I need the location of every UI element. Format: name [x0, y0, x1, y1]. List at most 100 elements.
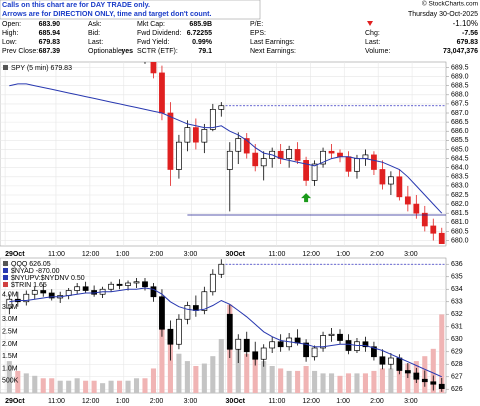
- y-tick-label: 687.0: [451, 110, 469, 117]
- quote-value: 679.83: [39, 39, 61, 46]
- volume-bar: [252, 356, 258, 393]
- y-tick-label: 685.0: [451, 146, 469, 153]
- quote-value: 0.99%: [192, 39, 213, 46]
- candle-body: [192, 127, 199, 143]
- volume-tick-label: 2.5M: [2, 328, 18, 335]
- candle-body: [396, 176, 403, 198]
- candle-body: [243, 338, 250, 353]
- candle-body: [345, 156, 352, 172]
- candle-body: [328, 333, 335, 336]
- volume-bar: [430, 348, 436, 393]
- x-tick-label: 3:00: [184, 398, 198, 405]
- candle-body: [345, 340, 352, 351]
- x-tick-label: 12:00: [82, 398, 100, 405]
- volume-bar: [320, 373, 326, 393]
- volume-bar: [167, 334, 173, 393]
- x-tick-label: 11:00: [48, 251, 65, 258]
- candle-body: [311, 163, 318, 181]
- quote-label: Mkt Cap:: [137, 21, 165, 28]
- candle-body: [133, 281, 140, 284]
- candle-body: [32, 40, 37, 44]
- volume-tick-label: 1.0M: [2, 365, 18, 372]
- legend-label: $NYAD -870.00: [11, 268, 60, 275]
- note-text: Calls on this chart are for DAY TRADE on…: [2, 0, 150, 9]
- x-tick-label: 1:00: [116, 251, 130, 258]
- candle-body: [387, 357, 394, 365]
- x-tick-label: 29Oct: [5, 251, 25, 258]
- x-tick-label: 11:00: [48, 398, 65, 405]
- y-tick-label: 635: [451, 274, 463, 281]
- quote-value: 683.90: [39, 21, 61, 28]
- y-tick-label: 682.5: [451, 192, 469, 199]
- quote-value: 685.94: [39, 30, 61, 37]
- y-tick-label: 628: [451, 361, 463, 368]
- y-tick-label: 634: [451, 286, 463, 293]
- y-tick-label: 684.5: [451, 155, 469, 162]
- candle-body: [387, 176, 394, 185]
- candle-body: [413, 372, 420, 380]
- x-tick-label: 2:00: [370, 251, 384, 258]
- y-tick-label: 688.5: [451, 83, 469, 90]
- candle-body: [354, 341, 360, 351]
- volume-bar: [295, 370, 301, 393]
- quote-label: Last:: [88, 39, 103, 46]
- volume-bar: [396, 366, 402, 393]
- candle-body: [142, 281, 148, 288]
- x-tick-label: 3:00: [404, 251, 418, 258]
- date: Thursday 30-Oct-2025: [408, 11, 478, 18]
- quote-label: EPS:: [250, 30, 266, 37]
- candle-body: [82, 286, 89, 291]
- candle-body: [438, 232, 445, 244]
- legend-icon: [3, 65, 8, 70]
- y-tick-label: 636: [451, 261, 463, 268]
- down-icon: [367, 21, 373, 26]
- volume-tick-label: 3.5M: [2, 304, 18, 311]
- quote-label: Last Earnings:: [250, 39, 295, 46]
- candle-body: [320, 150, 326, 165]
- candle-body: [48, 292, 55, 299]
- volume-bar: [117, 380, 123, 393]
- candle-body: [150, 286, 157, 298]
- moving-average: [9, 287, 443, 378]
- candle-body: [66, 47, 71, 49]
- volume-tick-label: 1.5M: [2, 353, 18, 360]
- candle-body: [159, 296, 165, 330]
- candle-body: [235, 338, 242, 350]
- volume-bar: [244, 353, 250, 393]
- candle-body: [379, 356, 386, 365]
- candle-body: [430, 381, 437, 385]
- candle-body: [74, 286, 81, 291]
- candle-body: [260, 347, 267, 360]
- legend-label: SPY (5 min) 679.83: [11, 65, 72, 72]
- y-tick-label: 630: [451, 336, 463, 343]
- candle-body: [75, 44, 80, 48]
- x-tick-label: 2:00: [370, 398, 384, 405]
- x-tick-label: 12:00: [302, 251, 320, 258]
- candle-body: [337, 333, 343, 341]
- volume-bar: [312, 370, 318, 393]
- y-tick-label: 680.0: [451, 237, 469, 244]
- candle-body: [201, 129, 208, 143]
- direction-arrow: [301, 193, 312, 203]
- candle-body: [142, 57, 147, 59]
- legend-icon: [3, 261, 8, 266]
- volume-bar: [388, 368, 394, 393]
- volume-bar: [278, 368, 284, 393]
- volume-bar: [142, 378, 148, 393]
- candle-body: [167, 112, 174, 170]
- candle-body: [379, 169, 386, 185]
- volume-bar: [100, 383, 106, 393]
- copyright: © StockCharts.com: [422, 0, 478, 8]
- candle-body: [184, 305, 191, 320]
- volume-bar: [32, 375, 38, 393]
- candle-body: [404, 370, 411, 374]
- candle-body: [167, 328, 174, 345]
- volume-bar: [6, 361, 12, 393]
- candle-body: [421, 212, 428, 227]
- candle-body: [269, 341, 276, 349]
- y-tick-label: 682.0: [451, 201, 469, 208]
- volume-bar: [379, 368, 385, 393]
- quote-value: 687.39: [39, 48, 61, 55]
- volume-bar: [49, 378, 55, 393]
